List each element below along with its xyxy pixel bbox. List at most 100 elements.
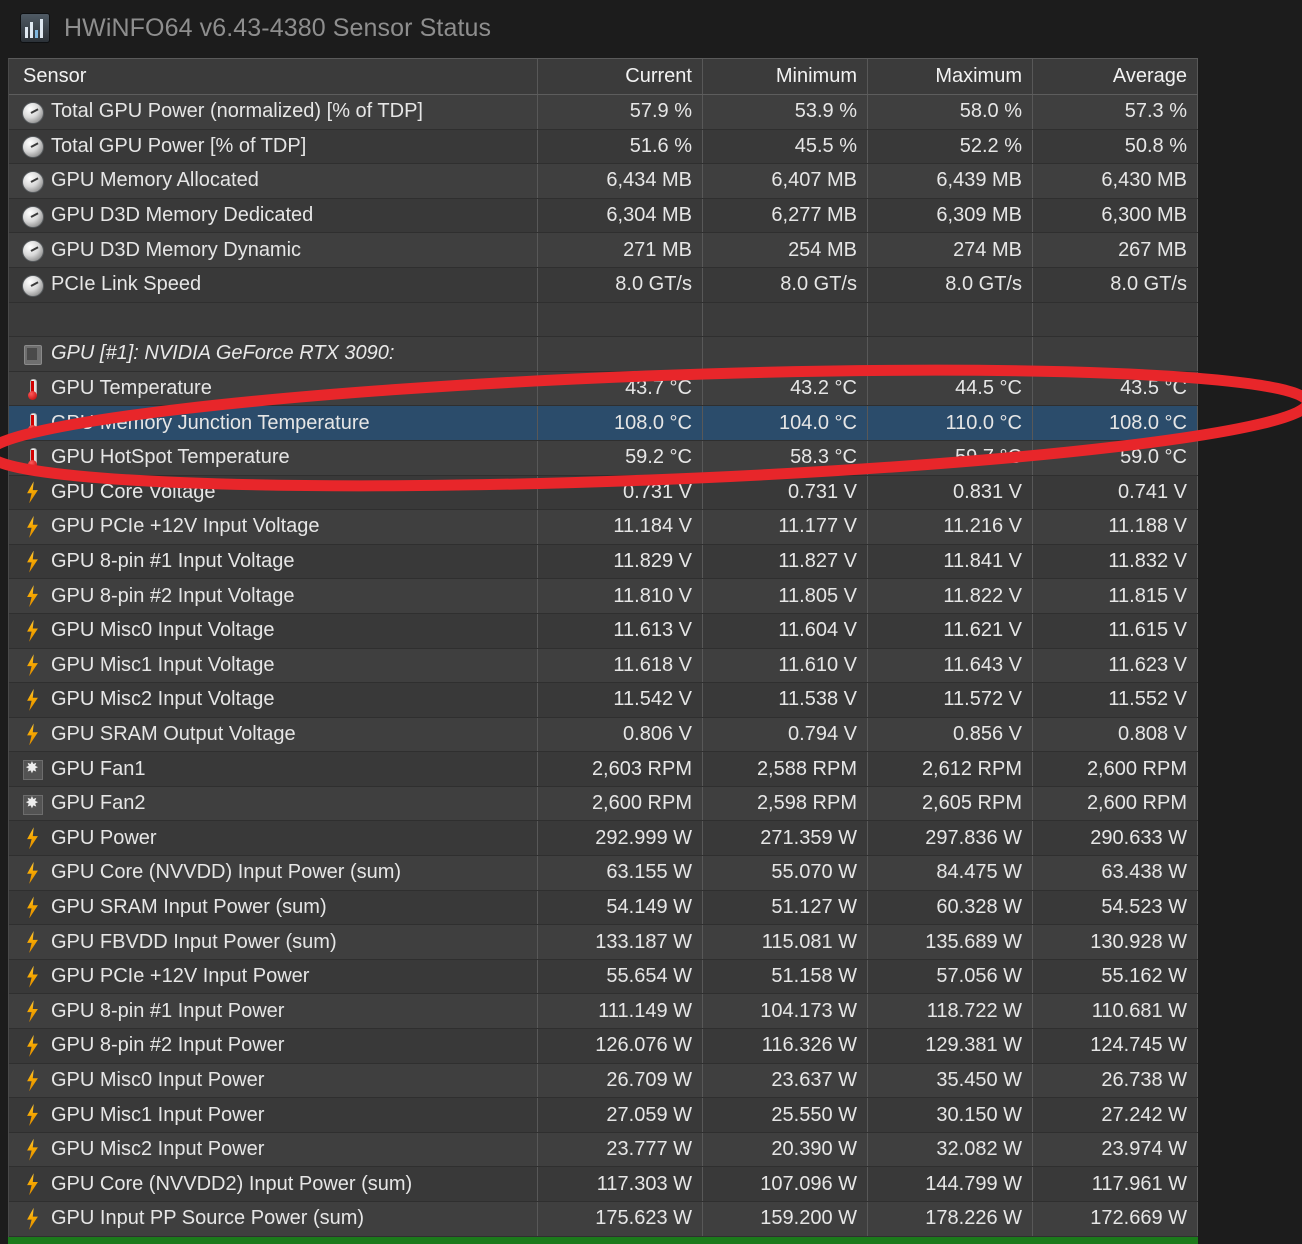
sensor-label: GPU D3D Memory Dedicated (51, 204, 314, 227)
sensor-current-cell: 133.187 W (538, 925, 703, 959)
table-row[interactable]: GPU Misc2 Input Power 23.777 W 20.390 W 32.… (9, 1132, 1198, 1168)
sensor-current-cell: 0.806 V (538, 717, 703, 752)
table-row[interactable]: GPU D3D Memory Dedicated 6,304 MB 6,277 MB… (9, 198, 1198, 234)
sensor-label: GPU Input PP Source Power (sum) (51, 1207, 365, 1230)
column-header-maximum[interactable]: Maximum (868, 59, 1033, 94)
table-row[interactable]: GPU Core (NVVDD) Input Power (sum) 63.155… (9, 856, 1198, 891)
sensor-average-cell: 6,300 MB (1033, 198, 1198, 233)
bolt-icon (21, 1035, 43, 1057)
table-row[interactable]: GPU SRAM Input Power (sum) 54.149 W 51.127… (9, 890, 1198, 926)
sensor-maximum-cell: 35.450 W (868, 1063, 1033, 1098)
table-row[interactable]: GPU PCIe +12V Input Power 55.654 W 51.158 … (9, 959, 1198, 995)
sensor-current-cell: 292.999 W (538, 821, 703, 856)
table-row[interactable]: GPU Input PP Source Power (sum) 175.623 W… (9, 1202, 1198, 1237)
sensor-current-cell: 11.184 V (538, 510, 703, 544)
sensor-label: GPU Memory Allocated (51, 169, 259, 192)
sensor-current-cell: 271 MB (538, 233, 703, 267)
sensor-label: GPU D3D Memory Dynamic (51, 238, 302, 261)
bolt-icon (21, 516, 43, 538)
bolt-icon (21, 1000, 43, 1022)
sensor-minimum-cell: 271.359 W (703, 821, 868, 856)
sensor-average-cell: 11.552 V (1033, 683, 1198, 717)
sensor-label: GPU Core Voltage (51, 480, 216, 503)
table-row[interactable]: GPU 8-pin #2 Input Voltage 11.810 V 11.805… (9, 579, 1198, 614)
bolt-icon (21, 862, 43, 884)
bolt-icon (21, 931, 43, 953)
sensor-current-cell: 23.777 W (538, 1132, 703, 1167)
table-row[interactable]: GPU HotSpot Temperature 59.2 °C 58.3 °C 59.… (9, 440, 1198, 476)
table-row[interactable]: GPU FBVDD Input Power (sum) 133.187 W 115.… (9, 925, 1198, 960)
sensor-average-cell: 130.928 W (1033, 925, 1198, 959)
sensor-maximum-cell: 274 MB (868, 233, 1033, 267)
table-row[interactable]: GPU Memory Allocated 6,434 MB 6,407 MB 6,43… (9, 164, 1198, 199)
sensor-average-cell: 110.681 W (1033, 994, 1198, 1029)
sensor-name-cell: GPU Memory Allocated (9, 164, 538, 198)
column-header-current[interactable]: Current (538, 59, 703, 94)
table-row[interactable]: GPU Temperature 43.7 °C 43.2 °C 44.5 °C 43.5… (9, 371, 1198, 407)
column-header-average[interactable]: Average (1033, 59, 1198, 94)
sensor-maximum-cell: 11.572 V (868, 683, 1033, 717)
sensor-label: GPU Fan1 (51, 757, 146, 780)
column-header-minimum[interactable]: Minimum (703, 59, 868, 94)
sensor-average-cell: 124.745 W (1033, 1029, 1198, 1063)
sensor-maximum-cell: 2,605 RPM (868, 786, 1033, 821)
hwinfo-logo-icon (20, 13, 50, 43)
sensor-average-cell: 63.438 W (1033, 856, 1198, 890)
sensor-maximum-cell: 59.7 °C (868, 440, 1033, 475)
table-row[interactable]: GPU PCIe +12V Input Voltage 11.184 V 11.17… (9, 510, 1198, 545)
sensor-minimum-cell: 53.9 % (703, 95, 868, 129)
table-row[interactable]: GPU Core (NVVDD2) Input Power (sum) 117.3… (9, 1167, 1198, 1202)
table-row[interactable]: GPU 8-pin #1 Input Voltage 11.829 V 11.827… (9, 544, 1198, 580)
table-row[interactable]: GPU 8-pin #1 Input Power 111.149 W 104.173… (9, 994, 1198, 1030)
column-header-sensor[interactable]: Sensor (9, 59, 538, 94)
sensor-name-cell: Total GPU Power [% of TDP] (9, 129, 538, 164)
sensor-maximum-cell: 0.856 V (868, 717, 1033, 752)
sensor-average-cell: 11.188 V (1033, 510, 1198, 544)
sensor-average-cell (1033, 337, 1198, 371)
table-group-row[interactable]: GPU [#1]: NVIDIA GeForce RTX 3090: (9, 337, 1198, 372)
table-row[interactable]: GPU Misc0 Input Power 26.709 W 23.637 W 35.… (9, 1063, 1198, 1099)
sensor-current-cell: 6,304 MB (538, 198, 703, 233)
sensor-name-cell: GPU Core Voltage (9, 475, 538, 510)
sensor-maximum-cell: 11.822 V (868, 579, 1033, 613)
table-row[interactable]: GPU SRAM Output Voltage 0.806 V 0.794 V 0.8… (9, 717, 1198, 753)
sensor-name-cell: GPU D3D Memory Dedicated (9, 198, 538, 233)
sensor-label: GPU Misc1 Input Voltage (51, 653, 275, 676)
sensor-average-cell: 23.974 W (1033, 1132, 1198, 1167)
table-row[interactable]: Total GPU Power (normalized) [% of TDP] 5… (9, 95, 1198, 130)
sensor-label: GPU HotSpot Temperature (51, 446, 290, 469)
table-row[interactable]: PCIe Link Speed 8.0 GT/s 8.0 GT/s 8.0 GT/s 8… (9, 267, 1198, 303)
sensor-name-cell: GPU SRAM Output Voltage (9, 717, 538, 752)
sensor-label: GPU Misc1 Input Power (51, 1103, 265, 1126)
sensor-minimum-cell: 51.158 W (703, 959, 868, 994)
sensor-current-cell: 11.810 V (538, 579, 703, 613)
table-row[interactable]: Total GPU Power [% of TDP] 51.6 % 45.5 % 52… (9, 129, 1198, 165)
table-row[interactable]: GPU Core Voltage 0.731 V 0.731 V 0.831 V 0.7… (9, 475, 1198, 511)
sensor-current-cell: 57.9 % (538, 95, 703, 129)
sensor-label: GPU 8-pin #2 Input Power (51, 1034, 285, 1057)
sensor-current-cell: 8.0 GT/s (538, 267, 703, 302)
sensor-label: GPU PCIe +12V Input Power (51, 965, 310, 988)
sensor-name-cell: GPU Temperature (9, 371, 538, 406)
sensor-minimum-cell: 254 MB (703, 233, 868, 267)
sensor-name-cell: GPU PCIe +12V Input Power (9, 959, 538, 994)
table-row[interactable]: GPU Memory Junction Temperature 108.0 °C 1… (9, 406, 1198, 441)
sensor-average-cell: 108.0 °C (1033, 406, 1198, 440)
gauge-icon (21, 205, 44, 228)
gauge-icon (21, 101, 44, 124)
bolt-icon (21, 551, 43, 573)
sensor-maximum-cell (868, 337, 1033, 371)
table-row[interactable]: GPU Power 292.999 W 271.359 W 297.836 W 290.… (9, 821, 1198, 857)
sensor-label: Total GPU Power [% of TDP] (51, 134, 307, 157)
sensor-average-cell: 11.615 V (1033, 613, 1198, 648)
sensor-current-cell: 2,600 RPM (538, 786, 703, 821)
table-row[interactable]: GPU 8-pin #2 Input Power 126.076 W 116.326… (9, 1029, 1198, 1064)
sensor-current-cell: 54.149 W (538, 890, 703, 925)
table-row[interactable]: GPU Misc1 Input Power 27.059 W 25.550 W 30.… (9, 1098, 1198, 1133)
table-row[interactable]: GPU D3D Memory Dynamic 271 MB 254 MB 274 MB… (9, 233, 1198, 268)
